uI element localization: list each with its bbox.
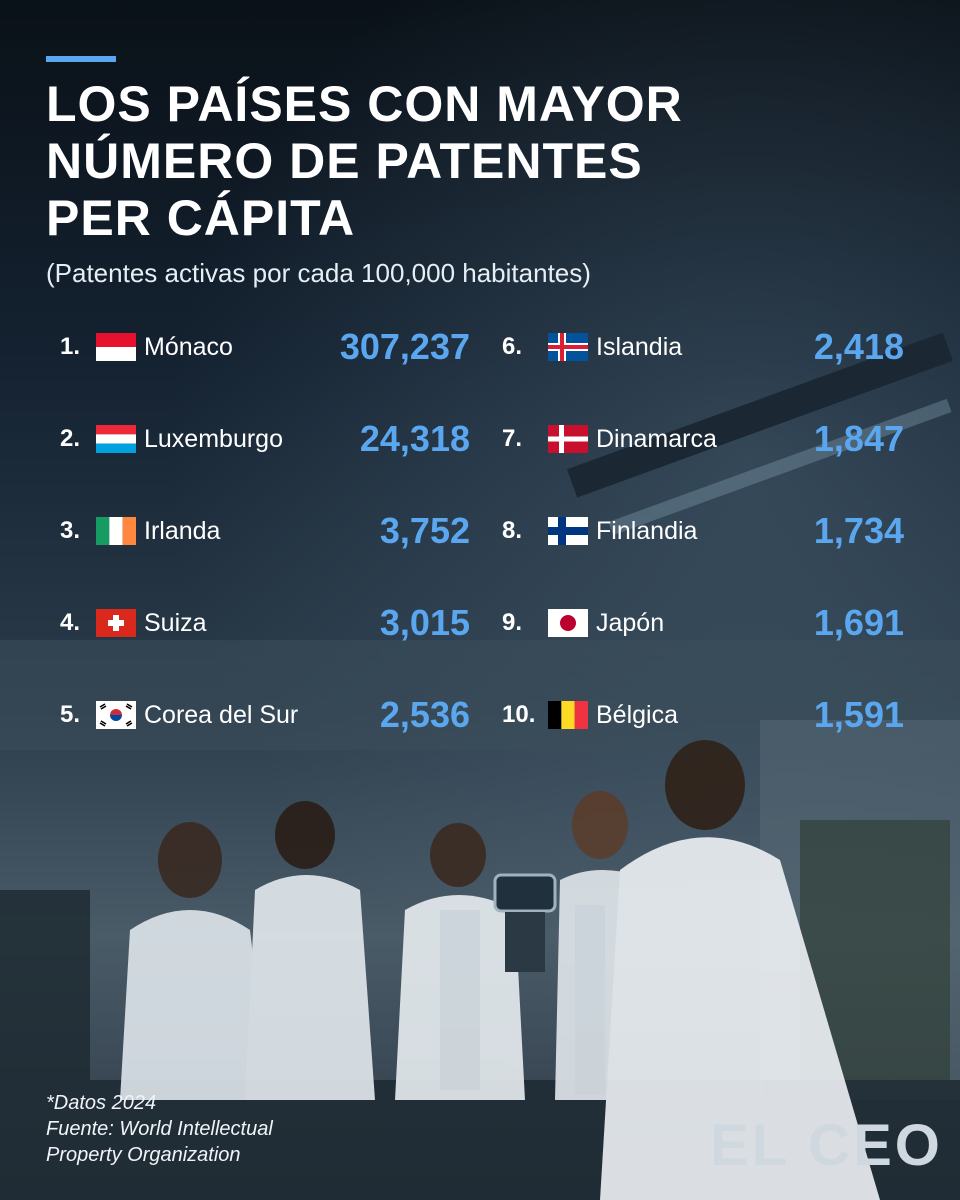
ranking-row-2: 2. Luxemburgo 24,318	[60, 417, 470, 461]
patent-value: 24,318	[359, 418, 470, 459]
title-line-2: NÚMERO DE PATENTES	[46, 133, 643, 189]
patent-value: 2,536	[379, 694, 470, 735]
patent-value: 1,591	[813, 694, 904, 735]
belgium-flag-icon	[548, 701, 588, 729]
title-line-1: LOS PAÍSES CON MAYOR	[46, 76, 683, 132]
rank-label: 1.	[60, 333, 81, 360]
rank-label: 2.	[60, 425, 81, 452]
rank-label: 5.	[60, 701, 81, 728]
patent-value: 1,691	[813, 602, 904, 643]
subtitle: (Patentes activas por cada 100,000 habit…	[46, 258, 591, 288]
denmark-flag-icon	[548, 425, 588, 453]
footnote-year: *Datos 2024	[46, 1092, 157, 1114]
el-ceo-logo: EL CEO	[710, 1113, 943, 1178]
country-label: Islandia	[596, 332, 683, 361]
finland-flag-icon	[548, 517, 588, 545]
patent-value: 3,015	[379, 602, 470, 643]
patent-value: 2,418	[813, 326, 904, 367]
ireland-flag-icon	[96, 517, 136, 545]
ranking-row-9: 9. Japón 1,691	[502, 601, 904, 645]
ranking-row-5: 5. Corea del Sur 2,536	[60, 693, 470, 737]
rank-label: 9.	[502, 609, 523, 636]
monaco-flag-icon	[96, 333, 136, 361]
country-label: Suiza	[144, 608, 207, 637]
footnote: *Datos 2024 Fuente: World Intellectual P…	[46, 1090, 273, 1168]
ranking-row-7: 7. Dinamarca 1,847	[502, 417, 904, 461]
south-korea-flag-icon	[96, 701, 136, 729]
rank-label: 6.	[502, 333, 523, 360]
patent-value: 1,847	[813, 418, 904, 459]
country-label: Finlandia	[596, 516, 698, 545]
rank-label: 3.	[60, 517, 81, 544]
country-label: Japón	[596, 608, 665, 637]
country-label: Dinamarca	[596, 424, 717, 453]
switzerland-flag-icon	[96, 609, 136, 637]
country-label: Mónaco	[144, 332, 233, 361]
country-label: Corea del Sur	[144, 700, 299, 729]
page-title: LOS PAÍSES CON MAYOR NÚMERO DE PATENTES …	[46, 76, 906, 247]
patent-value: 307,237	[339, 326, 470, 367]
rank-label: 4.	[60, 609, 81, 636]
ranking-row-3: 3. Irlanda 3,752	[60, 509, 470, 553]
footnote-source-line-1: Fuente: World Intellectual	[46, 1118, 273, 1140]
ranking-row-4: 4. Suiza 3,015	[60, 601, 470, 645]
luxembourg-flag-icon	[96, 425, 136, 453]
patent-value: 1,734	[813, 510, 904, 551]
ranking-row-10: 10. Bélgica 1,591	[502, 693, 904, 737]
footnote-source-line-2: Property Organization	[46, 1144, 241, 1166]
patent-value: 3,752	[379, 510, 470, 551]
iceland-flag-icon	[548, 333, 588, 361]
accent-bar	[46, 56, 116, 62]
japan-flag-icon	[548, 609, 588, 637]
rank-label: 7.	[502, 425, 523, 452]
country-label: Luxemburgo	[144, 424, 283, 453]
rank-label: 10.	[502, 701, 536, 728]
ranking-row-6: 6. Islandia 2,418	[502, 325, 904, 369]
ranking-row-1: 1. Mónaco 307,237	[60, 325, 470, 369]
ranking-row-8: 8. Finlandia 1,734	[502, 509, 904, 553]
country-label: Bélgica	[596, 700, 678, 729]
title-line-3: PER CÁPITA	[46, 190, 356, 246]
country-label: Irlanda	[144, 516, 221, 545]
rank-label: 8.	[502, 517, 523, 544]
